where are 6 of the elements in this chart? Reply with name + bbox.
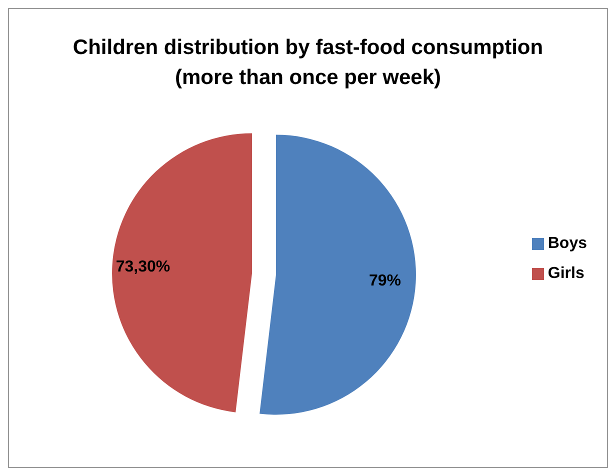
- chart-subtitle: (more than once per week): [174, 65, 442, 91]
- data-label: 73,30%: [116, 258, 170, 276]
- legend-label: Boys: [548, 235, 587, 252]
- data-label: 79%: [368, 272, 402, 290]
- legend-label: Girls: [548, 265, 584, 282]
- chart-title: Children distribution by fast-food consumption: [72, 35, 544, 61]
